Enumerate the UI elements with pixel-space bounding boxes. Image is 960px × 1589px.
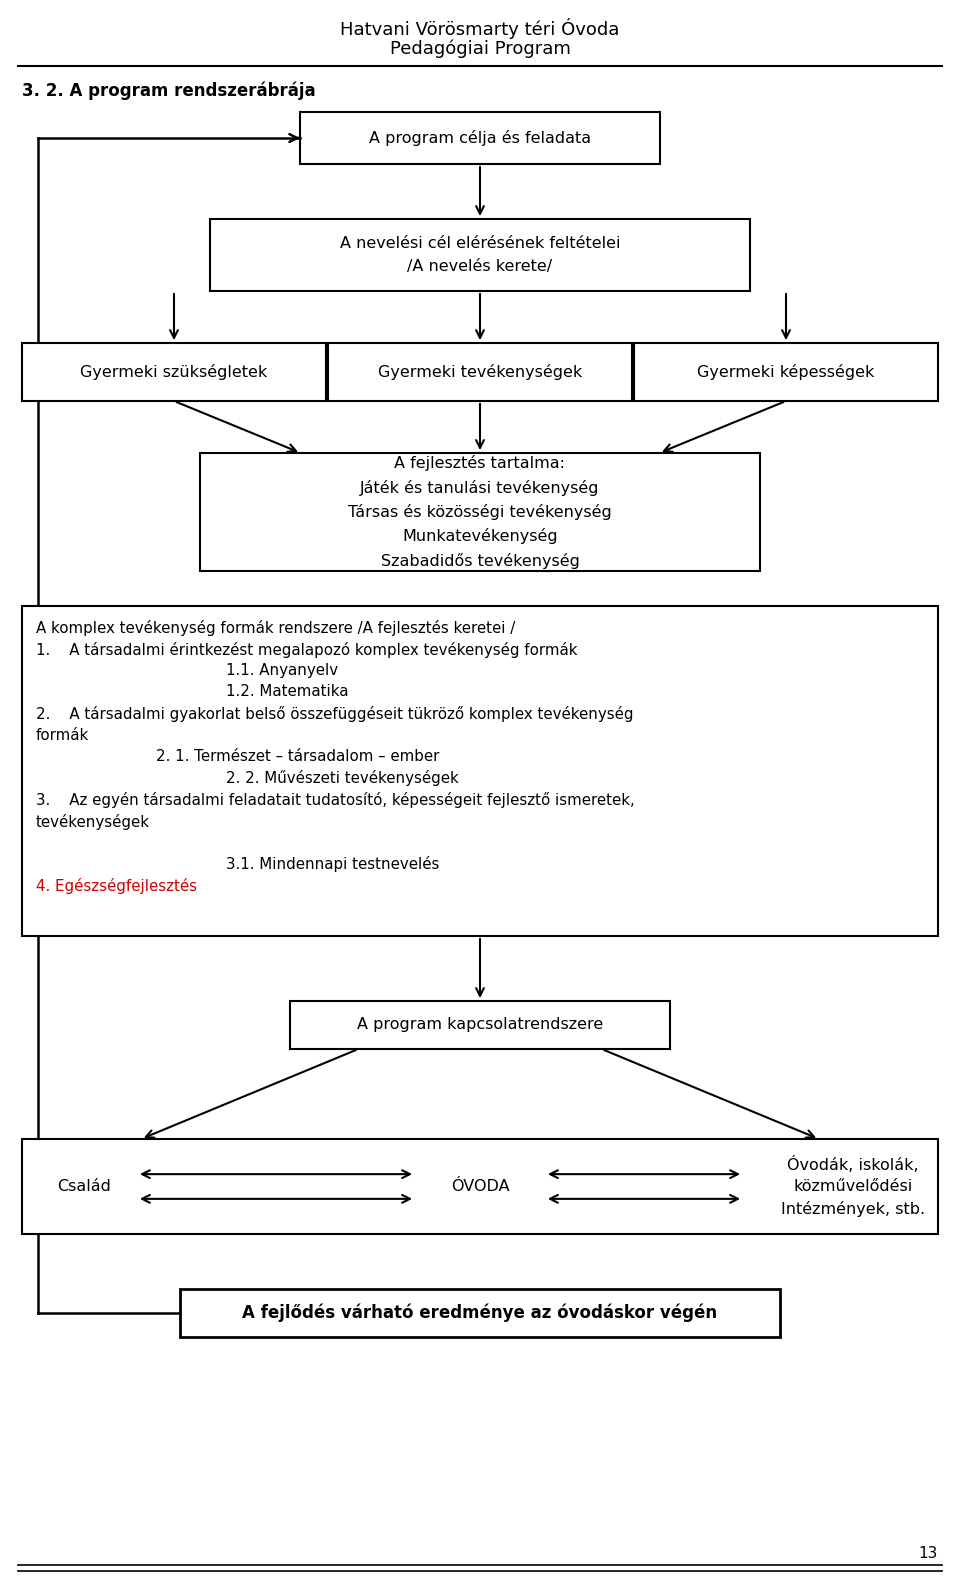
Text: 13: 13 <box>919 1546 938 1560</box>
Text: 1.2. Matematika: 1.2. Matematika <box>226 685 348 699</box>
Text: 3.    Az egyén társadalmi feladatait tudatosító, képességeit fejlesztő ismeretek: 3. Az egyén társadalmi feladatait tudato… <box>36 791 635 807</box>
Bar <box>22 343 326 400</box>
Text: Gyermeki tevékenységek: Gyermeki tevékenységek <box>378 364 582 380</box>
Bar <box>300 111 660 164</box>
Text: ÓVODA: ÓVODA <box>450 1179 510 1193</box>
Bar <box>22 605 938 936</box>
Text: tevékenységek: tevékenységek <box>36 814 150 829</box>
Text: Pedagógiai Program: Pedagógiai Program <box>390 40 570 59</box>
Text: A program kapcsolatrendszere: A program kapcsolatrendszere <box>357 1017 603 1033</box>
Bar <box>22 1139 938 1235</box>
Text: A nevelési cél elérésének feltételei
/A nevelés kerete/: A nevelési cél elérésének feltételei /A … <box>340 237 620 273</box>
Bar <box>290 1001 670 1049</box>
Bar <box>200 453 760 570</box>
Text: 2.    A társadalmi gyakorlat belső összefüggéseit tükröző komplex tevékenység: 2. A társadalmi gyakorlat belső összefüg… <box>36 706 634 721</box>
Text: Óvodák, iskolák,
közművelődési
Intézmények, stb.: Óvodák, iskolák, közművelődési Intézmény… <box>780 1157 925 1217</box>
Text: 1.    A társadalmi érintkezést megalapozó komplex tevékenység formák: 1. A társadalmi érintkezést megalapozó k… <box>36 642 578 658</box>
Bar <box>180 1289 780 1336</box>
Bar <box>210 219 750 291</box>
Bar <box>328 343 632 400</box>
Text: Család: Család <box>57 1179 111 1193</box>
Text: Hatvani Vörösmarty téri Óvoda: Hatvani Vörösmarty téri Óvoda <box>340 17 620 40</box>
Text: 2. 1. Természet – társadalom – ember: 2. 1. Természet – társadalom – ember <box>156 748 440 764</box>
Text: Gyermeki szükségletek: Gyermeki szükségletek <box>81 364 268 380</box>
Text: A komplex tevékenység formák rendszere /A fejlesztés keretei /: A komplex tevékenység formák rendszere /… <box>36 620 516 636</box>
Text: 3.1. Mindennapi testnevelés: 3.1. Mindennapi testnevelés <box>226 856 440 872</box>
Text: Gyermeki képességek: Gyermeki képességek <box>697 364 875 380</box>
Bar <box>634 343 938 400</box>
Text: 1.1. Anyanyelv: 1.1. Anyanyelv <box>226 663 338 679</box>
Text: formák: formák <box>36 728 89 742</box>
Text: A fejlesztés tartalma:
Játék és tanulási tevékenység
Társas és közösségi tevéken: A fejlesztés tartalma: Játék és tanulási… <box>348 454 612 569</box>
Text: 4. Egészségfejlesztés: 4. Egészségfejlesztés <box>36 879 197 895</box>
Text: 2. 2. Művészeti tevékenységek: 2. 2. Művészeti tevékenységek <box>226 771 459 787</box>
Text: 3. 2. A program rendszerábrája: 3. 2. A program rendszerábrája <box>22 83 316 100</box>
Text: A fejlődés várható eredménye az óvodáskor végén: A fejlődés várható eredménye az óvodásko… <box>243 1303 717 1322</box>
Text: A program célja és feladata: A program célja és feladata <box>369 130 591 146</box>
